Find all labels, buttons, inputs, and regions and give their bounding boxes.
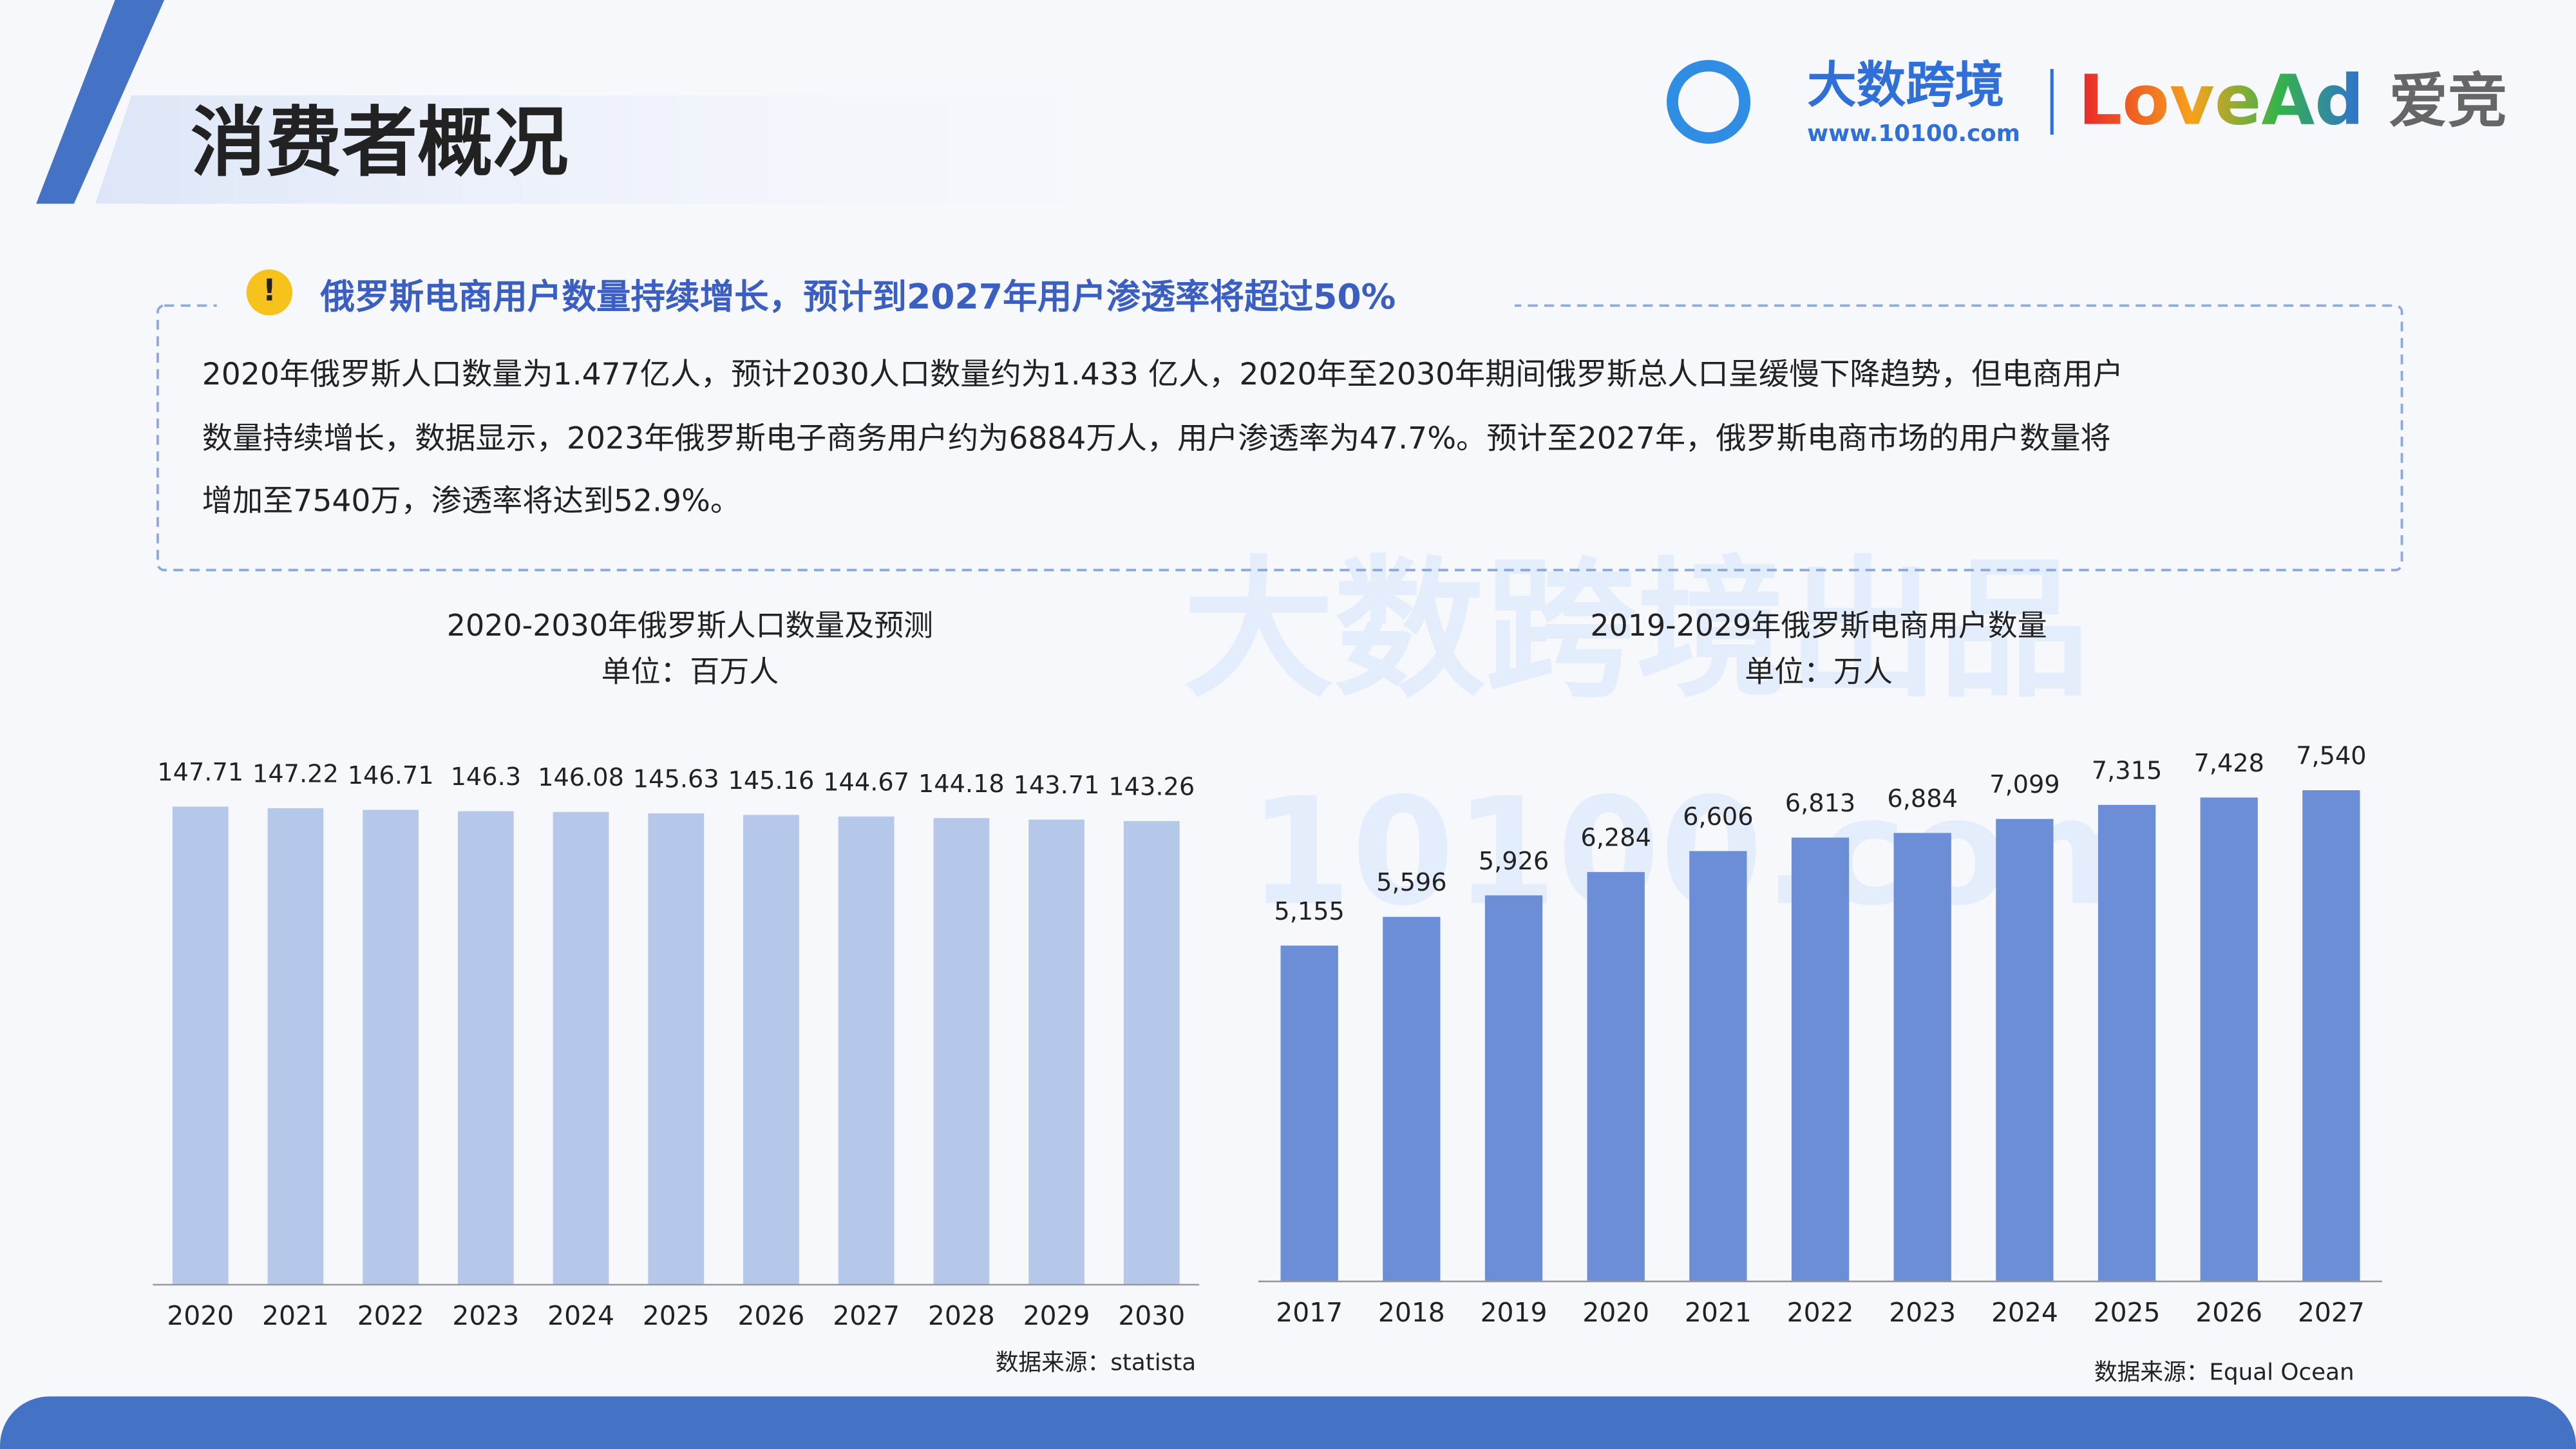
value-label: 147.71	[157, 758, 243, 787]
x-tick-label: 2030	[1118, 1300, 1185, 1331]
bar	[1280, 945, 1338, 1282]
bar	[1383, 916, 1441, 1282]
value-label: 6,606	[1683, 802, 1754, 831]
bulb-mark: !	[263, 273, 276, 308]
x-tick-label: 2027	[833, 1300, 900, 1331]
chart-title: 2020-2030年俄罗斯人口数量及预测	[447, 608, 933, 643]
page-title: 消费者概况	[191, 99, 569, 187]
footer-band	[0, 1396, 2576, 1449]
callout-title: 俄罗斯电商用户数量持续增长，预计到2027年用户渗透率将超过50%	[319, 276, 1396, 317]
value-label: 144.18	[918, 770, 1005, 799]
bar	[2200, 797, 2258, 1282]
value-label: 144.67	[823, 768, 909, 797]
bar	[267, 808, 324, 1285]
value-label: 7,315	[2092, 756, 2163, 785]
bar	[933, 818, 990, 1285]
value-label: 146.71	[348, 761, 434, 790]
bar	[553, 811, 609, 1285]
value-label: 7,428	[2193, 749, 2264, 778]
x-tick-label: 2029	[1023, 1300, 1090, 1331]
callout-line: 增加至7540万，渗透率将达到52.9%。	[202, 484, 741, 519]
chart-source: 数据来源：statista	[996, 1349, 1196, 1376]
value-label: 143.71	[1014, 771, 1100, 800]
value-label: 145.63	[633, 764, 719, 793]
chart-title: 2019-2029年俄罗斯电商用户数量	[1590, 608, 2047, 643]
bar	[172, 806, 229, 1285]
x-tick-label: 2021	[262, 1300, 329, 1331]
watermark: 大数跨境出品	[1183, 542, 2090, 718]
x-tick-label: 2022	[1787, 1297, 1854, 1328]
x-tick-label: 2022	[357, 1300, 424, 1331]
bar	[2302, 790, 2360, 1282]
value-label: 5,155	[1274, 897, 1345, 926]
bar	[2098, 804, 2156, 1282]
value-label: 143.26	[1108, 772, 1195, 801]
bar	[1893, 833, 1951, 1282]
value-label: 145.16	[728, 766, 815, 795]
callout-line: 2020年俄罗斯人口数量为1.477亿人，预计2030人口数量约为1.433 亿…	[202, 357, 2123, 392]
header-stripe	[36, 0, 165, 204]
bar	[1689, 851, 1747, 1282]
chart-subtitle: 单位：百万人	[601, 654, 779, 688]
brand-url: www.10100.com	[1807, 120, 2020, 147]
bar	[1123, 820, 1180, 1285]
x-tick-label: 2019	[1481, 1297, 1548, 1328]
bar	[1028, 819, 1084, 1285]
x-tick-label: 2020	[1582, 1297, 1649, 1328]
x-tick-label: 2020	[167, 1300, 234, 1331]
x-tick-label: 2021	[1685, 1297, 1752, 1328]
partner-name: 爱竞	[2389, 67, 2507, 136]
partner-logo: LoveAd	[2078, 61, 2364, 141]
x-tick-label: 2024	[1991, 1297, 2058, 1328]
value-label: 146.08	[538, 763, 624, 792]
brand-name: 大数跨境	[1807, 57, 2004, 115]
bar	[648, 813, 705, 1285]
x-tick-label: 2025	[643, 1300, 710, 1331]
x-tick-label: 2018	[1378, 1297, 1445, 1328]
x-tick-label: 2026	[738, 1300, 805, 1331]
bulb-icon	[246, 269, 293, 316]
x-tick-label: 2017	[1276, 1297, 1343, 1328]
callout-box	[156, 304, 2403, 572]
bar	[838, 816, 895, 1285]
bar	[1484, 895, 1543, 1282]
bar	[1791, 837, 1850, 1282]
x-tick-label: 2027	[2298, 1297, 2365, 1328]
brand-logo	[1667, 60, 1751, 144]
bar	[1996, 819, 2054, 1282]
header-band	[95, 95, 1282, 204]
value-label: 6,884	[1887, 784, 1958, 813]
x-tick-label: 2024	[547, 1300, 614, 1331]
bar	[363, 810, 419, 1285]
x-tick-label: 2028	[928, 1300, 995, 1331]
bar	[1587, 872, 1645, 1282]
value-label: 6,813	[1785, 789, 1856, 818]
chart-source: 数据来源：Equal Ocean	[2094, 1359, 2354, 1386]
x-tick-label: 2023	[452, 1300, 519, 1331]
value-label: 5,926	[1479, 847, 1549, 876]
callout-title-bg	[216, 272, 1515, 329]
x-tick-label: 2026	[2195, 1297, 2262, 1328]
chart-subtitle: 单位：万人	[1745, 654, 1893, 688]
value-label: 5,596	[1376, 868, 1447, 897]
callout-line: 数量持续增长，数据显示，2023年俄罗斯电子商务用户约为6884万人，用户渗透率…	[202, 421, 2111, 457]
x-tick-label: 2025	[2094, 1297, 2161, 1328]
value-label: 146.3	[451, 762, 522, 791]
value-label: 6,284	[1580, 824, 1651, 853]
bar	[457, 811, 514, 1285]
value-label: 7,099	[1989, 770, 2060, 799]
x-tick-label: 2023	[1889, 1297, 1956, 1328]
value-label: 7,540	[2296, 742, 2367, 771]
value-label: 147.22	[252, 759, 339, 788]
bar	[743, 815, 799, 1285]
